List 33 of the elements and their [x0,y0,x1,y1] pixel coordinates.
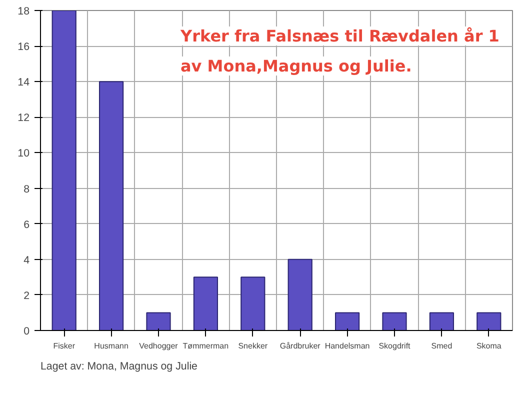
x-tick-label: Handelsman [324,342,370,350]
x-tick-label: Snekker [238,342,268,350]
y-tick-label: 16 [18,41,30,54]
bar [382,312,407,330]
bar [146,312,171,330]
text: av Mona,Magnus og Julie. [180,56,412,76]
y-tick-label: 8 [24,183,30,196]
bar [335,312,360,330]
y-tick-label: 6 [24,218,30,231]
x-tick-label: Vedhogger [139,342,178,350]
x-tick-label: Gårdbruker [280,342,321,350]
y-tick-label: 12 [18,112,30,124]
x-tick-label: Skogdrift [378,342,412,350]
y-tick-label: 14 [18,76,30,89]
y-tick-label: 4 [24,254,30,266]
x-tick-label: Smed [431,342,452,350]
bar [288,258,312,330]
bar [476,312,502,330]
x-tick-label: Tømmerman [182,342,229,350]
y-tick-label: 2 [24,290,30,302]
x-tick-label: Husmann [94,342,128,350]
y-tick-label: 0 [24,326,30,338]
bar [240,276,266,330]
y-tick-label: 10 [18,148,30,160]
y-tick-label: 18 [18,6,30,18]
x-tick-label: Fisker [53,342,76,350]
text: Yrker fra Falsnæs til Rævdalen år 1 [180,26,500,46]
bar [193,276,218,330]
x-tick-label: Skoma [476,342,502,350]
bar [99,81,124,330]
text: Laget av: Mona, Magnus og Julie [40,360,198,372]
bar [429,312,454,330]
bar [52,10,76,330]
